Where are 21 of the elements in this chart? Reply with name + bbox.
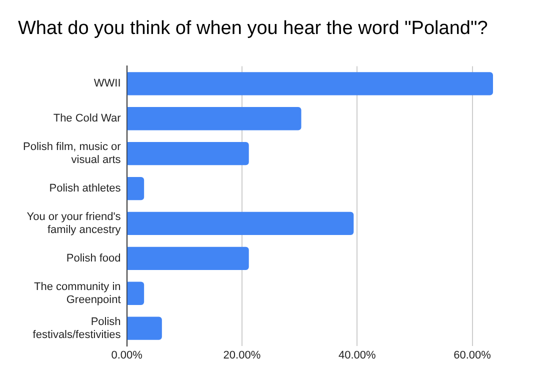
y-tick-label: The community in Greenpoint bbox=[34, 280, 121, 306]
bar bbox=[127, 142, 249, 166]
y-tick-label: WWII bbox=[94, 78, 121, 90]
y-tick-label: The Cold War bbox=[53, 112, 122, 125]
x-tick-label: 60.00% bbox=[454, 349, 492, 362]
y-tick-label: Polish film, music or visual arts bbox=[23, 141, 122, 166]
bar bbox=[127, 72, 493, 96]
bar bbox=[127, 107, 302, 130]
y-tick-label: Polish athletes bbox=[49, 182, 122, 195]
y-tick-label: Polish food bbox=[66, 252, 121, 264]
bar bbox=[127, 316, 162, 340]
bar bbox=[127, 212, 354, 236]
x-tick-label: 0.00% bbox=[111, 349, 143, 362]
y-tick-label: You or your friend's family ancestry bbox=[26, 210, 122, 236]
x-tick-label: 20.00% bbox=[223, 349, 261, 362]
x-tick-label: 40.00% bbox=[338, 349, 376, 362]
bar bbox=[127, 176, 144, 200]
bar bbox=[127, 246, 249, 270]
y-tick-label: Polish festivals/festivities bbox=[32, 316, 122, 341]
chart-title: What do you think of when you hear the word "Poland"? bbox=[18, 18, 488, 40]
bar bbox=[127, 282, 144, 305]
